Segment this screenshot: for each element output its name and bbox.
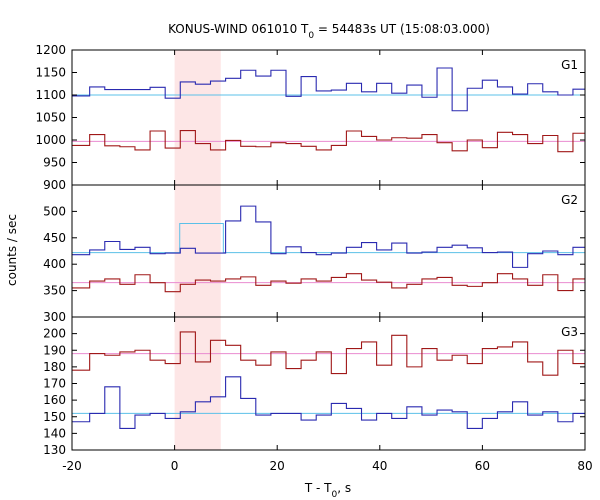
panel-frame-g3 bbox=[71, 316, 586, 451]
y-tick-label-g1-1050: 1050 bbox=[35, 111, 66, 125]
x-tick-label-60: 60 bbox=[475, 459, 490, 473]
y-tick-label-g3-200: 200 bbox=[43, 327, 66, 341]
y-tick-label-g2-300: 300 bbox=[43, 310, 66, 324]
y-tick-label-g2-450: 450 bbox=[43, 231, 66, 245]
y-tick-label-g3-190: 190 bbox=[43, 343, 66, 357]
x-tick-label-80: 80 bbox=[577, 459, 592, 473]
x-tick-label--20: -20 bbox=[62, 459, 82, 473]
panel-frame-g1 bbox=[71, 49, 586, 186]
y-tick-label-g3-130: 130 bbox=[43, 443, 66, 457]
panel-g2: 300 350 400 450 500 G2 bbox=[43, 184, 586, 324]
panel-g3: 130 140 150 160 170 180 190 200 G3 bbox=[43, 316, 586, 457]
x-axis-label-sub: 0 bbox=[332, 490, 338, 500]
y-tick-label-g1-1150: 1150 bbox=[35, 66, 66, 80]
y-tick-label-g2-350: 350 bbox=[43, 284, 66, 298]
series-line-g3-1 bbox=[72, 376, 585, 429]
x-axis-label: T - T0, s bbox=[304, 481, 351, 500]
x-axis-label-main: T - T bbox=[304, 481, 332, 495]
panel-frame-g2 bbox=[71, 184, 586, 318]
panel-g1: 900 950 1000 1050 1100 1150 1200 G1 bbox=[35, 43, 586, 192]
series-line-g1-0 bbox=[72, 67, 585, 112]
y-tick-label-g3-160: 160 bbox=[43, 393, 66, 407]
chart-title-sub: 0 bbox=[308, 31, 314, 41]
panel-label-g2: G2 bbox=[561, 193, 578, 207]
y-tick-label-g1-900: 900 bbox=[43, 178, 66, 192]
x-axis-label-rest: , s bbox=[337, 481, 351, 495]
y-tick-label-g2-400: 400 bbox=[43, 257, 66, 271]
trigger-interval-band bbox=[174, 50, 221, 450]
background-line-g2-0 bbox=[72, 223, 585, 254]
y-tick-label-g1-1000: 1000 bbox=[35, 133, 66, 147]
y-tick-label-g3-180: 180 bbox=[43, 360, 66, 374]
chart-title-main: KONUS-WIND 061010 T bbox=[168, 22, 309, 36]
y-tick-label-g3-140: 140 bbox=[43, 426, 66, 440]
y-tick-label-g2-500: 500 bbox=[43, 204, 66, 218]
series-line-g3-0 bbox=[72, 331, 585, 376]
chart-title: KONUS-WIND 061010 T0 = 54483s UT (15:08:… bbox=[168, 22, 490, 41]
y-tick-label-g3-150: 150 bbox=[43, 410, 66, 424]
chart-title-rest: = 54483s UT (15:08:03.000) bbox=[314, 22, 490, 36]
x-tick-label-40: 40 bbox=[372, 459, 387, 473]
panel-label-g3: G3 bbox=[561, 325, 578, 339]
y-tick-label-g3-170: 170 bbox=[43, 377, 66, 391]
series-line-g1-1 bbox=[72, 130, 585, 153]
y-tick-label-g1-950: 950 bbox=[43, 156, 66, 170]
y-tick-label-g1-1100: 1100 bbox=[35, 88, 66, 102]
series-line-g2-1 bbox=[72, 273, 585, 293]
panels: 90095010001050110011501200G1300350400450… bbox=[35, 43, 592, 473]
panel-label-g1: G1 bbox=[561, 58, 578, 72]
y-tick-label-g1-1200: 1200 bbox=[35, 43, 66, 57]
y-axis-label: counts / sec bbox=[5, 214, 19, 286]
x-tick-label-20: 20 bbox=[270, 459, 285, 473]
series-line-g2-0 bbox=[72, 205, 585, 268]
x-tick-label-0: 0 bbox=[171, 459, 179, 473]
